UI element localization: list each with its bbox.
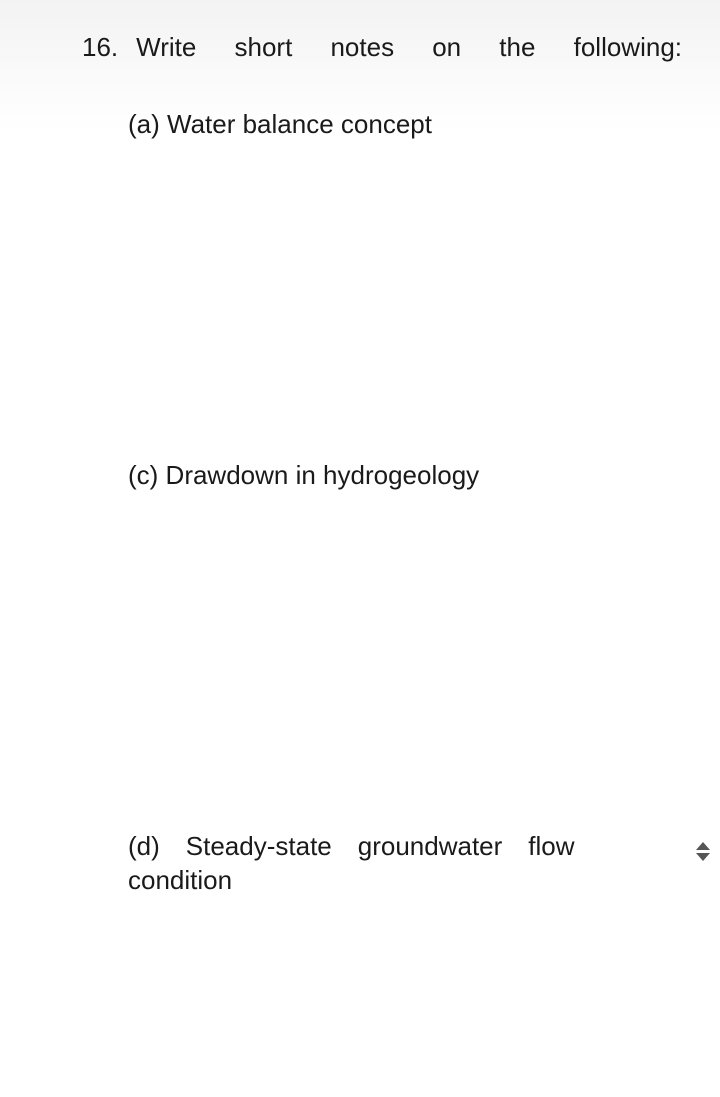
- sub-question-d-line1: (d) Steady-state groundwater flow: [128, 830, 662, 864]
- sub-question-d: (d) Steady-state groundwater flow condit…: [128, 830, 662, 898]
- question-number: 16.: [82, 30, 136, 65]
- sub-question-c: (c) Drawdown in hydrogeology: [128, 459, 662, 493]
- triangle-up-icon: [696, 842, 710, 850]
- sub-question-a: (a) Water balance concept: [128, 108, 662, 142]
- question-row: 16. Write short notes on the following:: [82, 30, 682, 65]
- triangle-down-icon: [696, 853, 710, 861]
- sort-arrows-icon[interactable]: [692, 836, 714, 866]
- document-page: 16. Write short notes on the following: …: [0, 0, 720, 1097]
- sub-question-d-line2: condition: [128, 864, 662, 898]
- question-stem: Write short notes on the following:: [136, 30, 682, 65]
